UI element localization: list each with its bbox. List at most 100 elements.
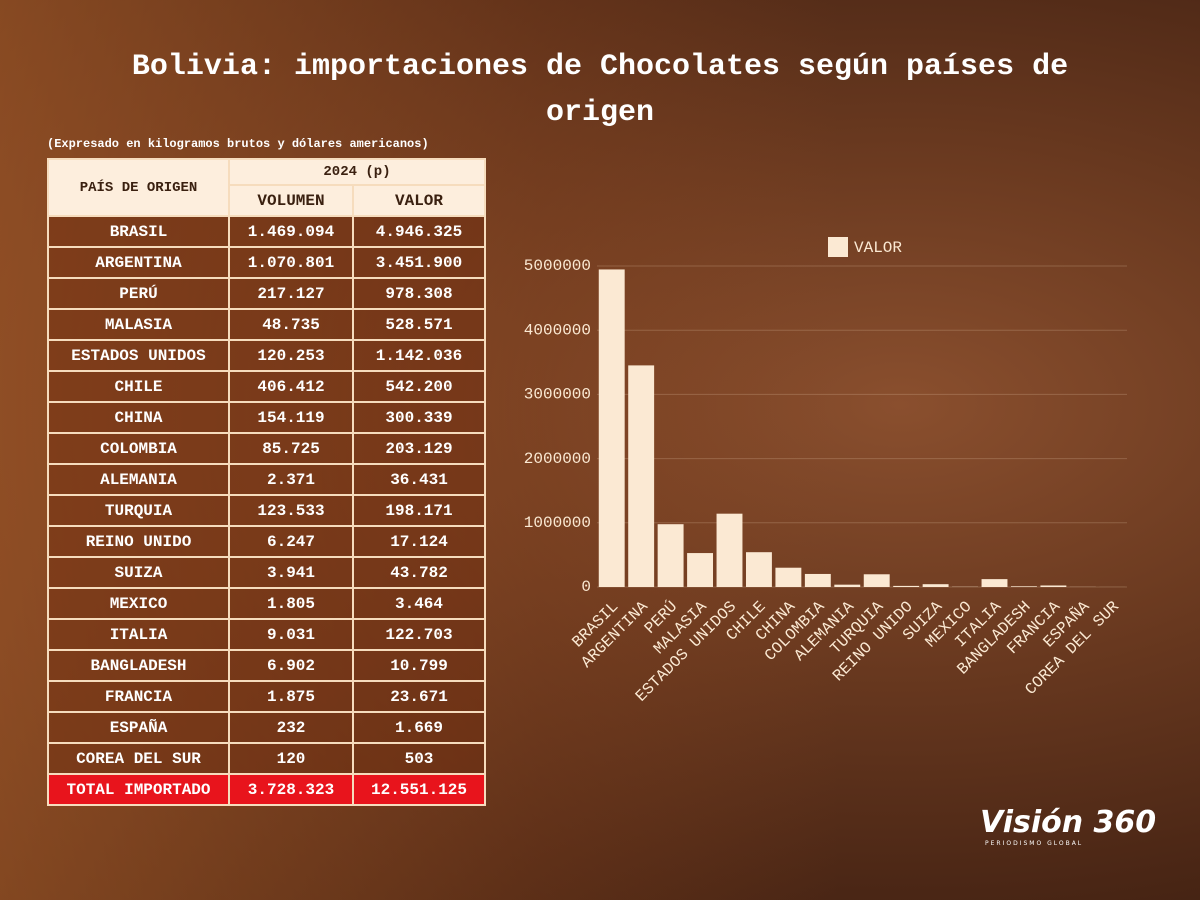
table-cell: 85.725 (228, 432, 354, 465)
table-cell: 300.339 (352, 401, 486, 434)
table-cell: 3.464 (352, 587, 486, 620)
table-cell: 198.171 (352, 494, 486, 527)
table-cell: 120 (228, 742, 354, 775)
table-cell: CHINA (47, 401, 230, 434)
table-cell: SUIZA (47, 556, 230, 589)
table-cell: ARGENTINA (47, 246, 230, 279)
table-row: ESTADOS UNIDOS 120.253 1.142.036 (47, 339, 486, 372)
table-cell: 6.247 (228, 525, 354, 558)
table-cell: 232 (228, 711, 354, 744)
table-row: ARGENTINA 1.070.801 3.451.900 (47, 246, 486, 279)
table-row: COREA DEL SUR 120 503 (47, 742, 486, 775)
table-row: MALASIA 48.735 528.571 (47, 308, 486, 341)
table-cell: CHILE (47, 370, 230, 403)
table-cell: 2.371 (228, 463, 354, 496)
table-cell: 48.735 (228, 308, 354, 341)
y-tick-label: 4000000 (524, 321, 591, 339)
bar (863, 574, 890, 587)
table-row: ESPAÑA 232 1.669 (47, 711, 486, 744)
brand-tagline: PERIODISMO GLOBAL (985, 840, 1084, 847)
table-cell: MALASIA (47, 308, 230, 341)
table-cell: 9.031 (228, 618, 354, 651)
table-cell: 503 (352, 742, 486, 775)
note: (Expresado en kilogramos brutos y dólare… (47, 137, 429, 151)
header-cell: VOLUMEN (228, 184, 354, 217)
bar (775, 567, 802, 587)
title: Bolivia: importaciones de Chocolates seg… (131, 50, 1069, 130)
table-cell: ALEMANIA (47, 463, 230, 496)
table-cell: COLOMBIA (47, 432, 230, 465)
table-cell: 43.782 (352, 556, 486, 589)
table-cell: 1.070.801 (228, 246, 354, 279)
data-table: PAÍS DE ORIGEN 2024 (p) VOLUMEN VALOR BRASIL… (47, 158, 486, 806)
legend-swatch (828, 237, 848, 257)
table-cell: 4.946.325 (352, 215, 486, 248)
bar (804, 573, 831, 587)
table-row: BRASIL 1.469.094 4.946.325 (47, 215, 486, 248)
table-cell: 1.875 (228, 680, 354, 713)
table-cell: ESTADOS UNIDOS (47, 339, 230, 372)
bar (745, 552, 772, 587)
table-cell: BANGLADESH (47, 649, 230, 682)
table-row: PERÚ 217.127 978.308 (47, 277, 486, 310)
header-cell: VALOR (352, 184, 486, 217)
bar (657, 524, 684, 587)
table-row: ITALIA 9.031 122.703 (47, 618, 486, 651)
table-row: SUIZA 3.941 43.782 (47, 556, 486, 589)
table-cell: ITALIA (47, 618, 230, 651)
table-cell: 23.671 (352, 680, 486, 713)
bar (834, 584, 861, 587)
table-cell: 1.669 (352, 711, 486, 744)
bar (922, 584, 949, 587)
table-cell: ESPAÑA (47, 711, 230, 744)
table-cell: 36.431 (352, 463, 486, 496)
bar (687, 553, 714, 587)
header-row: PAÍS DE ORIGEN 2024 (p) (47, 158, 486, 217)
bar (1040, 585, 1067, 587)
table-cell: 1.469.094 (228, 215, 354, 248)
bar (628, 365, 655, 587)
table-cell: 120.253 (228, 339, 354, 372)
bar (716, 513, 743, 587)
y-tick-label: 2000000 (524, 450, 591, 468)
table-row: ALEMANIA 2.371 36.431 (47, 463, 486, 496)
table-cell: 154.119 (228, 401, 354, 434)
table-cell: 528.571 (352, 308, 486, 341)
table-row: CHINA 154.119 300.339 (47, 401, 486, 434)
table-cell: MEXICO (47, 587, 230, 620)
table-row: BANGLADESH 6.902 10.799 (47, 649, 486, 682)
table-cell: 978.308 (352, 277, 486, 310)
total-cell: TOTAL IMPORTADO (47, 773, 230, 806)
y-tick-label: 3000000 (524, 386, 591, 404)
bar (1010, 586, 1037, 587)
table-row: COLOMBIA 85.725 203.129 (47, 432, 486, 465)
bar (981, 579, 1008, 587)
total-row: TOTAL IMPORTADO 3.728.323 12.551.125 (47, 773, 486, 806)
table-cell: REINO UNIDO (47, 525, 230, 558)
table-cell: 406.412 (228, 370, 354, 403)
y-tick-label: 1000000 (524, 514, 591, 532)
table-row: REINO UNIDO 6.247 17.124 (47, 525, 486, 558)
total-cell: 3.728.323 (228, 773, 354, 806)
legend-label: VALOR (854, 239, 902, 257)
table-cell: FRANCIA (47, 680, 230, 713)
table-cell: 6.902 (228, 649, 354, 682)
table-cell: PERÚ (47, 277, 230, 310)
table-cell: 542.200 (352, 370, 486, 403)
table-cell: 203.129 (352, 432, 486, 465)
bar (893, 585, 920, 587)
y-tick-label: 0 (581, 578, 591, 596)
brand-logo: Visión 360 (980, 805, 1157, 840)
table-row: TURQUIA 123.533 198.171 (47, 494, 486, 527)
header-cell: PAÍS DE ORIGEN (47, 158, 230, 217)
table-cell: 123.533 (228, 494, 354, 527)
table-cell: 1.805 (228, 587, 354, 620)
y-tick-label: 5000000 (524, 257, 591, 275)
table-row: CHILE 406.412 542.200 (47, 370, 486, 403)
table-cell: 10.799 (352, 649, 486, 682)
table-cell: BRASIL (47, 215, 230, 248)
table-cell: TURQUIA (47, 494, 230, 527)
table-cell: 1.142.036 (352, 339, 486, 372)
